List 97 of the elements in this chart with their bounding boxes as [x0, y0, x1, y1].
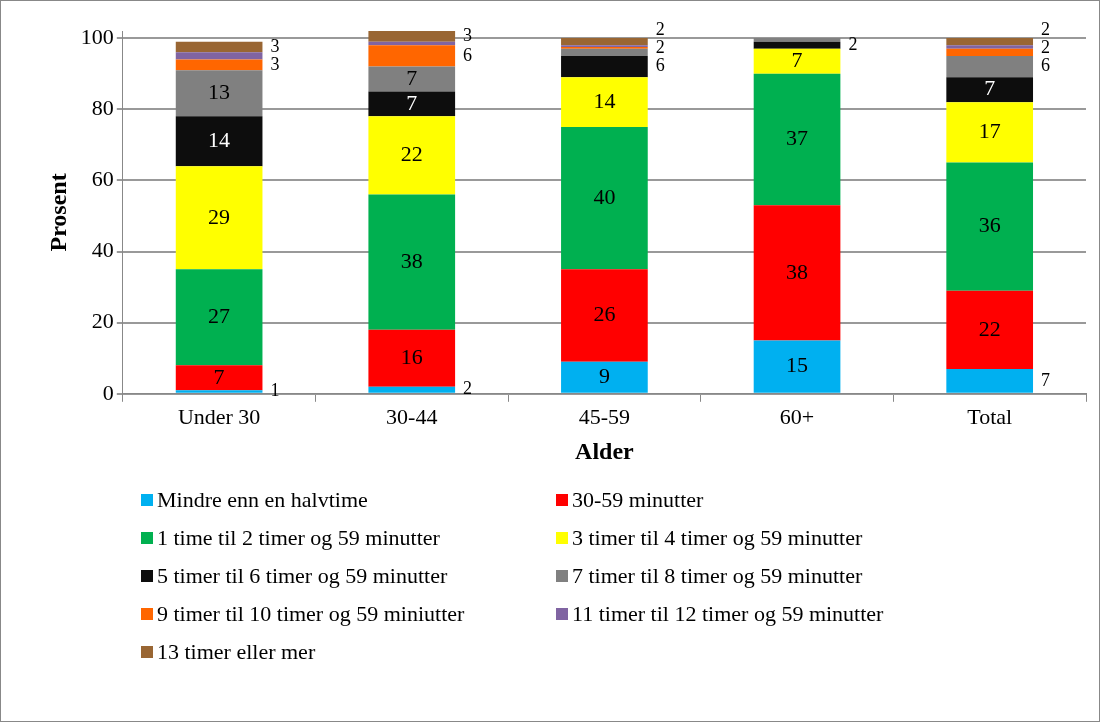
data-label: 2 [655, 19, 665, 40]
data-label: 2 [848, 33, 858, 54]
y-tick-label: 40 [91, 237, 114, 263]
data-label: 26 [593, 301, 616, 327]
data-label: 7 [984, 75, 996, 101]
data-label: 36 [978, 212, 1001, 238]
bar [561, 77, 648, 128]
legend-label: 3 timer til 4 timer og 59 minutter [572, 525, 863, 551]
legend-label: 13 timer eller mer [157, 639, 316, 665]
data-label: 7 [406, 64, 418, 90]
bar [561, 55, 648, 78]
bar [753, 205, 841, 341]
bar [561, 38, 648, 46]
bar [368, 194, 456, 330]
data-label: 6 [655, 55, 665, 76]
legend-label: 5 timer til 6 timer og 59 minutter [157, 563, 448, 589]
bar [753, 340, 841, 393]
bar [946, 55, 1034, 78]
data-label: 6 [1041, 55, 1051, 76]
bar [946, 45, 1034, 49]
bar [368, 45, 456, 67]
data-label: 7 [406, 89, 418, 115]
bar [946, 368, 1034, 393]
data-label: 2 [1041, 19, 1051, 40]
data-label: 13 [208, 79, 231, 105]
bar [175, 52, 263, 60]
bar [561, 127, 648, 270]
bar [561, 48, 648, 56]
data-label: 22 [400, 141, 423, 167]
data-label: 14 [208, 127, 231, 153]
y-tick-label: 60 [91, 166, 114, 192]
data-label: 2 [1041, 37, 1051, 58]
bar [175, 166, 263, 270]
bar [368, 66, 456, 92]
bar [175, 365, 263, 391]
bar [753, 48, 841, 74]
data-label: 22 [978, 315, 1001, 341]
bar [753, 41, 841, 49]
bar [368, 329, 456, 387]
x-tick-label: 30-44 [386, 403, 438, 429]
y-tick-label: 100 [80, 23, 114, 49]
legend-label: 11 timer til 12 timer og 59 minutter [572, 601, 884, 627]
bar [175, 70, 263, 117]
x-axis-title: Alder [575, 437, 635, 464]
data-label: 7 [213, 363, 225, 389]
bar [753, 38, 841, 42]
bar [946, 77, 1034, 103]
bar [368, 386, 456, 393]
data-label: 1 [270, 380, 280, 401]
bar [946, 162, 1034, 291]
x-tick-label: Total [967, 403, 1013, 429]
legend-label: Mindre enn en halvtime [157, 487, 368, 513]
bar [368, 116, 456, 195]
bar [946, 290, 1034, 369]
y-tick-label: 0 [102, 379, 114, 405]
bar [368, 31, 456, 42]
bar [175, 390, 263, 393]
data-label: 38 [786, 258, 809, 284]
data-label: 27 [208, 303, 231, 329]
data-label: 16 [400, 344, 423, 370]
x-tick-label: 60+ [779, 403, 815, 429]
bar [561, 269, 648, 362]
data-label: 7 [791, 47, 803, 73]
bar [946, 102, 1034, 163]
bar [753, 73, 841, 206]
data-label: 40 [593, 183, 616, 209]
bar [175, 41, 263, 53]
data-label: 15 [786, 352, 809, 378]
data-label: 2 [463, 378, 473, 399]
bar [175, 116, 263, 167]
data-label: 3 [270, 35, 280, 56]
legend-label: 9 timer til 10 timer og 59 miniutter [157, 601, 465, 627]
data-label: 38 [400, 247, 423, 273]
bar [175, 269, 263, 366]
data-label: 14 [593, 87, 616, 113]
legend-label: 7 timer til 8 timer og 59 minutter [572, 563, 863, 589]
data-label: 3 [463, 25, 473, 46]
data-label: 6 [463, 44, 473, 65]
data-label: 2 [655, 37, 665, 58]
data-label: 9 [598, 363, 610, 389]
bar [561, 361, 648, 393]
bar [368, 91, 456, 117]
data-label: 37 [786, 125, 809, 151]
legend-label: 30-59 minutter [572, 487, 704, 513]
data-label: 3 [270, 53, 280, 74]
y-tick-label: 20 [91, 308, 114, 334]
legend-label: 1 time til 2 timer og 59 minutter [157, 525, 440, 551]
bar [175, 59, 263, 71]
y-tick-label: 80 [91, 95, 114, 121]
bar [946, 48, 1034, 56]
x-tick-label: Under 30 [177, 403, 261, 429]
bar [946, 38, 1034, 46]
data-label: 17 [978, 118, 1001, 144]
data-label: 29 [208, 203, 231, 229]
data-label: 7 [1041, 369, 1051, 390]
y-axis-title: Prosent [44, 173, 71, 252]
x-tick-label: 45-59 [578, 403, 631, 429]
